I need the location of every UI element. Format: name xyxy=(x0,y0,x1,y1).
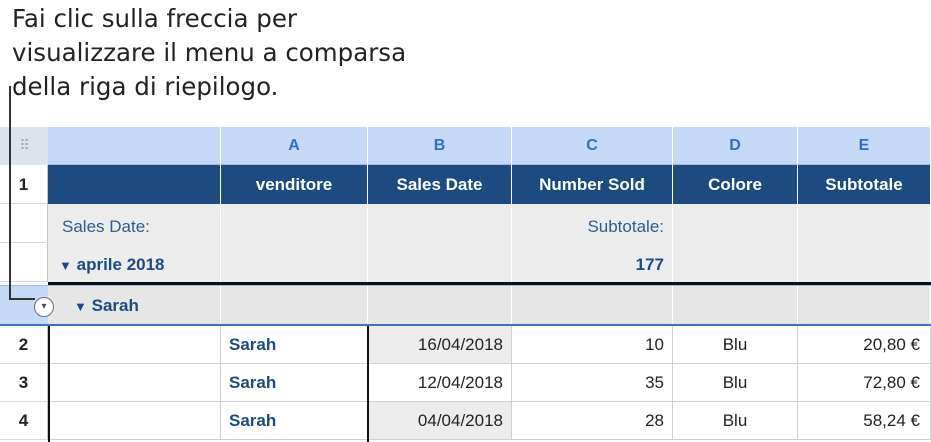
column-divider-a xyxy=(367,326,369,442)
column-header-b[interactable]: B xyxy=(368,127,512,165)
table-cell-sold[interactable]: 10 xyxy=(512,326,673,364)
table-cell[interactable] xyxy=(48,402,221,440)
table-cell-sold[interactable]: 28 xyxy=(512,402,673,440)
group-summary-label-cell[interactable]: Sales Date: ▼ aprile 2018 xyxy=(48,204,221,282)
group-2-cell-c[interactable] xyxy=(512,285,673,325)
group-value[interactable]: ▼ aprile 2018 xyxy=(59,255,165,275)
group-2-top-divider xyxy=(0,285,931,286)
header-cell-subtotale[interactable]: Subtotale xyxy=(798,165,931,204)
column-header-c[interactable]: C xyxy=(512,127,673,165)
table-cell-subtotal[interactable]: 72,80 € xyxy=(798,364,931,402)
group-summary-cell-e[interactable] xyxy=(798,204,931,282)
header-cell-number-sold[interactable]: Number Sold xyxy=(512,165,673,204)
group-summary-cell-d[interactable] xyxy=(673,204,798,282)
summary-row-menu-arrow-button[interactable]: ▾ xyxy=(34,297,54,317)
row-header-1[interactable]: 1 xyxy=(0,165,48,204)
collapse-triangle-icon[interactable]: ▼ xyxy=(74,299,87,314)
group-summary-cell-b[interactable] xyxy=(368,204,512,282)
callout-line-3: della riga di riepilogo. xyxy=(12,72,279,101)
row-divider-group-1 xyxy=(0,242,48,243)
table-cell-date[interactable]: 16/04/2018 xyxy=(368,326,512,364)
group-summary-cell-a[interactable] xyxy=(221,204,368,282)
group-2-value[interactable]: ▼ Sarah xyxy=(74,296,139,316)
table-cell-venditore[interactable]: Sarah xyxy=(221,364,368,402)
table-cell-date[interactable]: 12/04/2018 xyxy=(368,364,512,402)
table-cell[interactable] xyxy=(48,364,221,402)
column-header-e[interactable]: E xyxy=(798,127,931,165)
table-cell-venditore[interactable]: Sarah xyxy=(221,402,368,440)
column-header-blank[interactable] xyxy=(48,127,221,165)
column-header-d[interactable]: D xyxy=(673,127,798,165)
callout-line-2: visualizzare il menu a comparsa xyxy=(12,38,407,67)
subtotal-value: 177 xyxy=(635,255,664,274)
row-header-2[interactable]: 2 xyxy=(0,326,48,364)
table-cell-subtotal[interactable]: 58,24 € xyxy=(798,402,931,440)
group-2-value-text: Sarah xyxy=(91,296,139,315)
group-summary-cell-c[interactable]: Subtotale: 177 xyxy=(512,204,673,282)
group-label: Sales Date: xyxy=(62,217,150,236)
row-header-4[interactable]: 4 xyxy=(0,402,48,440)
table-corner-handle[interactable]: ⠿ xyxy=(0,127,48,165)
header-cell-colore[interactable]: Colore xyxy=(673,165,798,204)
group-2-cell-b[interactable] xyxy=(368,285,512,325)
callout-leader-horizontal xyxy=(9,298,35,300)
table-cell-subtotal[interactable]: 20,80 € xyxy=(798,326,931,364)
group-value-text: aprile 2018 xyxy=(76,255,165,274)
collapse-triangle-icon[interactable]: ▼ xyxy=(59,258,72,273)
row-header-3[interactable]: 3 xyxy=(0,364,48,402)
row-header-group-1[interactable] xyxy=(0,204,48,282)
header-cell-venditore[interactable]: venditore xyxy=(221,165,368,204)
table-left-border xyxy=(48,326,50,442)
table-cell[interactable] xyxy=(48,326,221,364)
callout-line-1: Fai clic sulla freccia per xyxy=(12,4,297,33)
header-cell-blank[interactable] xyxy=(48,165,221,204)
table-cell-color[interactable]: Blu xyxy=(673,364,798,402)
table-cell-date[interactable]: 04/04/2018 xyxy=(368,402,512,440)
header-cell-sales-date[interactable]: Sales Date xyxy=(368,165,512,204)
group-2-label-cell[interactable]: ▼ Sarah xyxy=(48,285,221,325)
table-cell-color[interactable]: Blu xyxy=(673,402,798,440)
table-cell-venditore[interactable]: Sarah xyxy=(221,326,368,364)
table-cell-sold[interactable]: 35 xyxy=(512,364,673,402)
group-2-cell-a[interactable] xyxy=(221,285,368,325)
grid-handle-icon: ⠿ xyxy=(19,137,29,153)
group-2-divider xyxy=(0,324,931,326)
group-2-cell-e[interactable] xyxy=(798,285,931,325)
table-cell-color[interactable]: Blu xyxy=(673,326,798,364)
callout-leader-vertical xyxy=(9,86,11,299)
subtotal-label: Subtotale: xyxy=(587,217,664,236)
group-2-cell-d[interactable] xyxy=(673,285,798,325)
column-header-a[interactable]: A xyxy=(221,127,368,165)
callout-text: Fai clic sulla freccia per visualizzare … xyxy=(12,2,452,104)
group-divider-dark xyxy=(48,282,931,285)
